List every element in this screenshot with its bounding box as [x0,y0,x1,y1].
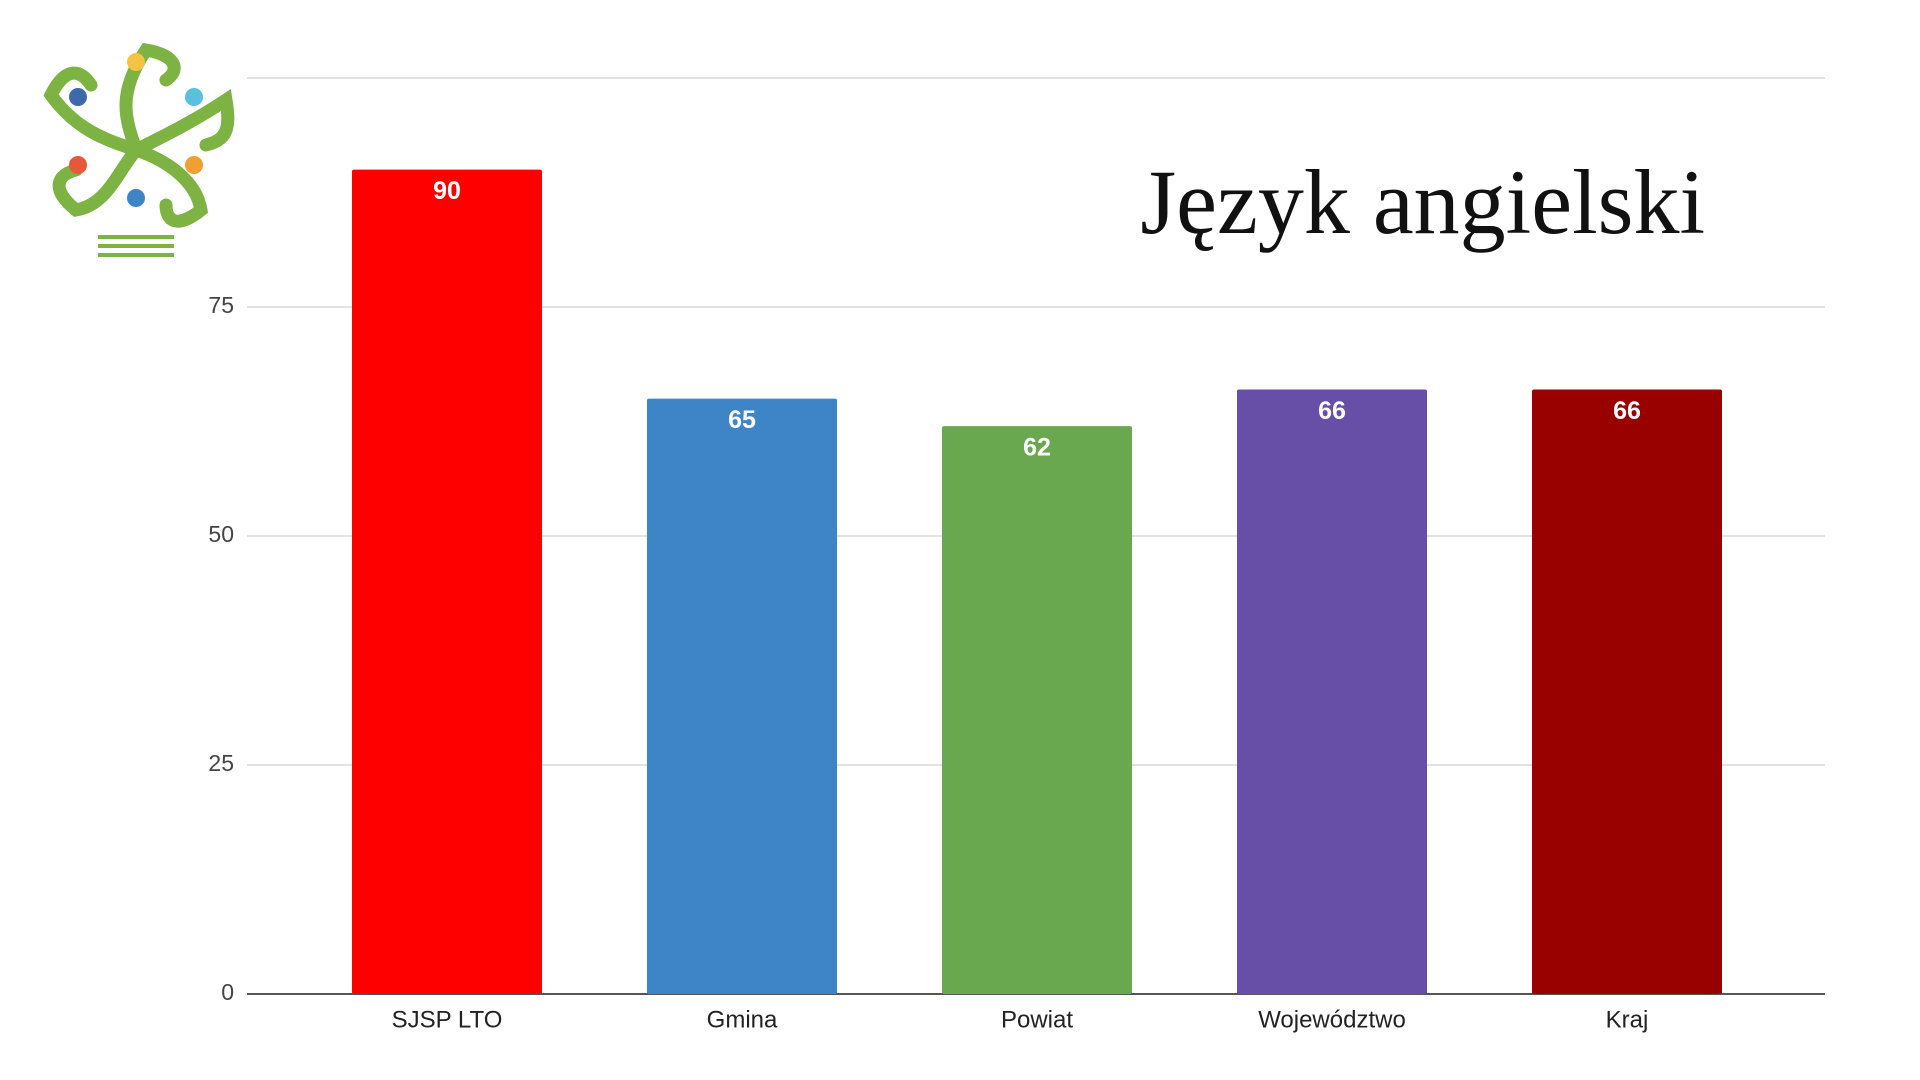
bar [1237,389,1427,994]
value-label: 66 [1318,397,1346,425]
y-tick-label: 0 [221,979,234,1005]
bar [942,426,1132,995]
y-tick-label: 25 [208,750,234,776]
value-label: 66 [1613,397,1641,425]
x-tick-label: Gmina [707,1006,778,1033]
x-tick-label: Powiat [1001,1006,1073,1033]
bar [352,169,542,995]
y-tick-label: 50 [208,521,234,547]
x-tick-label: SJSP LTO [392,1006,503,1033]
logo [43,30,236,257]
value-label: 90 [433,177,461,205]
x-tick-label: Województwo [1258,1006,1406,1033]
y-tick-label: 75 [208,292,234,318]
bar [1532,389,1722,994]
logo-swirl [43,42,235,228]
value-label: 62 [1023,434,1051,462]
value-label: 65 [728,406,756,434]
x-tick-label: Kraj [1606,1006,1649,1033]
bar [647,398,837,995]
chart-title: Język angielski [1140,151,1705,253]
plot-area: 0255075100SJSP LTO90Gmina65Powiat62Wojew… [196,63,1825,1033]
